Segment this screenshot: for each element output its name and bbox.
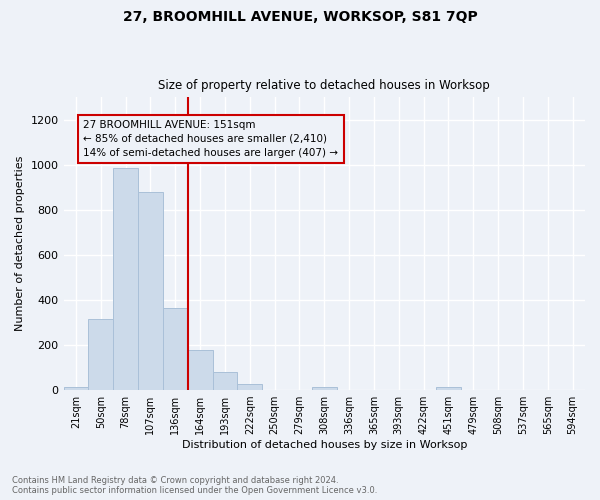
Y-axis label: Number of detached properties: Number of detached properties (15, 156, 25, 332)
X-axis label: Distribution of detached houses by size in Worksop: Distribution of detached houses by size … (182, 440, 467, 450)
Text: Contains HM Land Registry data © Crown copyright and database right 2024.
Contai: Contains HM Land Registry data © Crown c… (12, 476, 377, 495)
Bar (436, 387, 461, 390)
Bar (88, 318, 113, 390)
Title: Size of property relative to detached houses in Worksop: Size of property relative to detached ho… (158, 79, 490, 92)
Bar (113, 168, 138, 390)
Bar (312, 387, 337, 390)
Text: 27 BROOMHILL AVENUE: 151sqm
← 85% of detached houses are smaller (2,410)
14% of : 27 BROOMHILL AVENUE: 151sqm ← 85% of det… (83, 120, 338, 158)
Bar (238, 384, 262, 390)
Bar (138, 192, 163, 390)
Bar (163, 308, 188, 390)
Text: 27, BROOMHILL AVENUE, WORKSOP, S81 7QP: 27, BROOMHILL AVENUE, WORKSOP, S81 7QP (122, 10, 478, 24)
Bar (188, 350, 212, 390)
Bar (64, 387, 88, 390)
Bar (212, 372, 238, 390)
